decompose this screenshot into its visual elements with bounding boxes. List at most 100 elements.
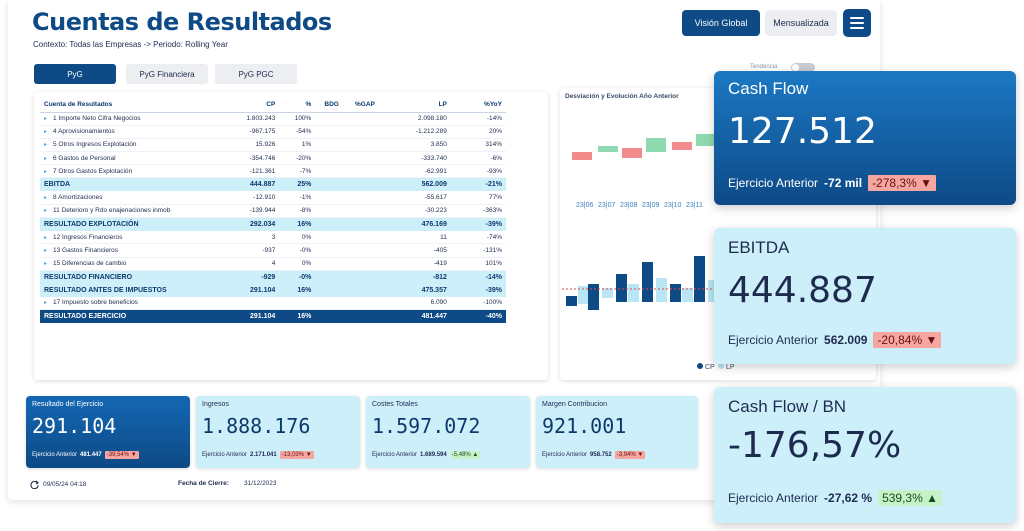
kpi-value: 1.597.072 bbox=[372, 414, 481, 438]
column-header[interactable]: Cuenta de Resultados bbox=[40, 98, 221, 113]
kpi-prev-label: Ejercicio Anterior bbox=[202, 452, 248, 458]
cell-cp: -929 bbox=[220, 270, 280, 284]
table-row[interactable]: RESULTADO FINANCIERO -929 -0% -812 -14% bbox=[40, 270, 506, 284]
cell-bdg bbox=[315, 177, 343, 192]
big-card-prev-label: Ejercicio Anterior bbox=[728, 333, 819, 347]
cell-bdg bbox=[315, 296, 343, 311]
legend-cp-label: CP bbox=[705, 364, 715, 371]
cell-yoy: -40% bbox=[450, 309, 506, 323]
table-row[interactable]: 7 Otros Gastos Explotación-121.361-7% -62… bbox=[40, 164, 506, 179]
table-row[interactable]: 13 Gastos Financieros-937-0% -405-131% bbox=[40, 243, 506, 258]
cell-cp bbox=[220, 296, 280, 311]
cell-bdg bbox=[315, 112, 343, 126]
cell-lp: -405 bbox=[378, 243, 451, 258]
table-row[interactable]: RESULTADO EXPLOTACIÓN 292.034 16% 476.169 -3… bbox=[40, 217, 506, 231]
card-ebitda[interactable]: EBITDA 444.887 Ejercicio Anterior 562.009 -2… bbox=[714, 228, 1016, 364]
column-header[interactable]: BDG bbox=[315, 98, 343, 113]
cierre-value: 31/12/2023 bbox=[244, 480, 277, 487]
tab-pyg[interactable]: PyG bbox=[34, 64, 116, 84]
cell-lp: 476.169 bbox=[378, 217, 451, 231]
cell-lp: -419 bbox=[378, 257, 451, 271]
card-cash-flow-bn[interactable]: Cash Flow / BN -176,57% Ejercicio Anterior… bbox=[714, 387, 1016, 523]
x-tick-label: 23|10 bbox=[664, 202, 681, 209]
cp-bar bbox=[670, 284, 681, 302]
cell-gap bbox=[342, 177, 379, 192]
cell-lp: 475.357 bbox=[378, 283, 451, 297]
tab-pyg-pgc[interactable]: PyG PGC bbox=[215, 64, 297, 84]
cell-bdg bbox=[315, 138, 343, 153]
cell-lp: 562.009 bbox=[378, 177, 451, 192]
cell-cp: 4 bbox=[220, 257, 280, 271]
table-row[interactable]: 11 Deterioro y Rdo enajenaciones inmob-1… bbox=[40, 204, 506, 219]
cell-gap bbox=[342, 191, 379, 205]
tendencia-toggle[interactable] bbox=[791, 63, 815, 72]
kpi-ingresos[interactable]: Ingresos 1.888.176 Ejercicio Anterior 2.171… bbox=[196, 396, 360, 468]
kpi-value: 921.001 bbox=[542, 414, 627, 438]
kpi-prev-value: 1.689.594 bbox=[420, 452, 447, 458]
cell-pct: -20% bbox=[279, 151, 316, 166]
cell-yoy: -14% bbox=[450, 270, 506, 284]
cell-gap bbox=[342, 217, 379, 231]
table-row[interactable]: 4 Aprovisionamientos-967.175-54% -1.212.2… bbox=[40, 125, 506, 139]
cell-lp: -62.991 bbox=[378, 164, 451, 179]
cell-yoy: 314% bbox=[450, 138, 506, 153]
table-row[interactable]: 1 Importe Neto Cifra Negocios1.803.24310… bbox=[40, 112, 506, 126]
mensualizada-button[interactable]: Mensualizada bbox=[765, 10, 837, 36]
x-tick-label: 23|08 bbox=[620, 202, 637, 209]
legend-cp-marker bbox=[697, 363, 703, 369]
column-header[interactable]: %GAP bbox=[342, 98, 379, 113]
x-tick-label: 23|11 bbox=[686, 202, 703, 209]
big-card-delta: 539,3% ▲ bbox=[878, 490, 943, 506]
column-header[interactable]: LP bbox=[378, 98, 451, 113]
cell-yoy: 77% bbox=[450, 191, 506, 205]
table-row[interactable]: RESULTADO EJERCICIO 291.104 16% 481.447 -40% bbox=[40, 309, 506, 323]
big-card-previous: Ejercicio Anterior 562.009 -20,84% ▼ bbox=[728, 332, 942, 348]
column-header[interactable]: %YoY bbox=[450, 98, 506, 113]
kpi-prev-label: Ejercicio Anterior bbox=[32, 452, 78, 458]
big-card-previous: Ejercicio Anterior -72 mil -278,3% ▼ bbox=[728, 175, 936, 191]
kpi-resultado-ejercicio[interactable]: Resultado del Ejercicio 291.104 Ejercicio … bbox=[26, 396, 190, 468]
kpi-value: 1.888.176 bbox=[202, 414, 311, 438]
cell-pct: -1% bbox=[279, 191, 316, 205]
cell-pct: -0% bbox=[279, 243, 316, 258]
cell-lp: 481.447 bbox=[378, 309, 451, 323]
cell-bdg bbox=[315, 204, 343, 219]
tab-pyg-financiera[interactable]: PyG Financiera bbox=[126, 64, 208, 84]
row-label: 12 Ingresos Financieros bbox=[40, 230, 221, 245]
cell-yoy: -131% bbox=[450, 243, 506, 258]
kpi-prev-value: 958.752 bbox=[590, 452, 612, 458]
column-header[interactable]: % bbox=[279, 98, 316, 113]
vision-global-button[interactable]: Visión Global bbox=[682, 10, 760, 36]
cell-cp: -12.910 bbox=[220, 191, 280, 205]
table-row[interactable]: RESULTADO ANTES DE IMPUESTOS 291.104 16% 47… bbox=[40, 283, 506, 297]
table-row[interactable]: 6 Gastos de Personal-354.746-20% -333.740… bbox=[40, 151, 506, 166]
cell-gap bbox=[342, 164, 379, 179]
cell-yoy: -74% bbox=[450, 230, 506, 245]
big-card-previous: Ejercicio Anterior -27,62 % 539,3% ▲ bbox=[728, 490, 943, 506]
big-card-prev-value: -72 mil bbox=[824, 176, 863, 190]
cell-cp: 291.104 bbox=[220, 309, 280, 323]
kpi-label: Ingresos bbox=[202, 401, 229, 408]
cell-pct: 16% bbox=[279, 217, 316, 231]
big-card-label: Cash Flow / BN bbox=[728, 397, 847, 416]
kpi-margen-contribucion[interactable]: Margen Contribucion 921.001 Ejercicio Ante… bbox=[536, 396, 698, 468]
lp-bar bbox=[628, 284, 639, 302]
hamburger-menu-icon[interactable] bbox=[843, 9, 871, 37]
column-header[interactable]: CP bbox=[220, 98, 280, 113]
table-row[interactable]: EBITDA 444.887 25% 562.009 -21% bbox=[40, 177, 506, 192]
chart-title: Desviación y Evolución Año Anterior bbox=[565, 93, 679, 100]
cell-yoy: -93% bbox=[450, 164, 506, 179]
cell-lp: -812 bbox=[378, 270, 451, 284]
refresh-icon[interactable] bbox=[30, 480, 39, 489]
x-tick-label: 23|06 bbox=[576, 202, 593, 209]
kpi-costes-totales[interactable]: Costes Totales 1.597.072 Ejercicio Anterio… bbox=[366, 396, 530, 468]
cell-pct: 16% bbox=[279, 309, 316, 323]
cell-gap bbox=[342, 296, 379, 311]
cell-pct: -0% bbox=[279, 270, 316, 284]
table-row[interactable]: 17 Impuesto sobre beneficios 6.090-100% bbox=[40, 296, 506, 311]
card-cash-flow[interactable]: Cash Flow 127.512 Ejercicio Anterior -72 mi… bbox=[714, 71, 1016, 205]
